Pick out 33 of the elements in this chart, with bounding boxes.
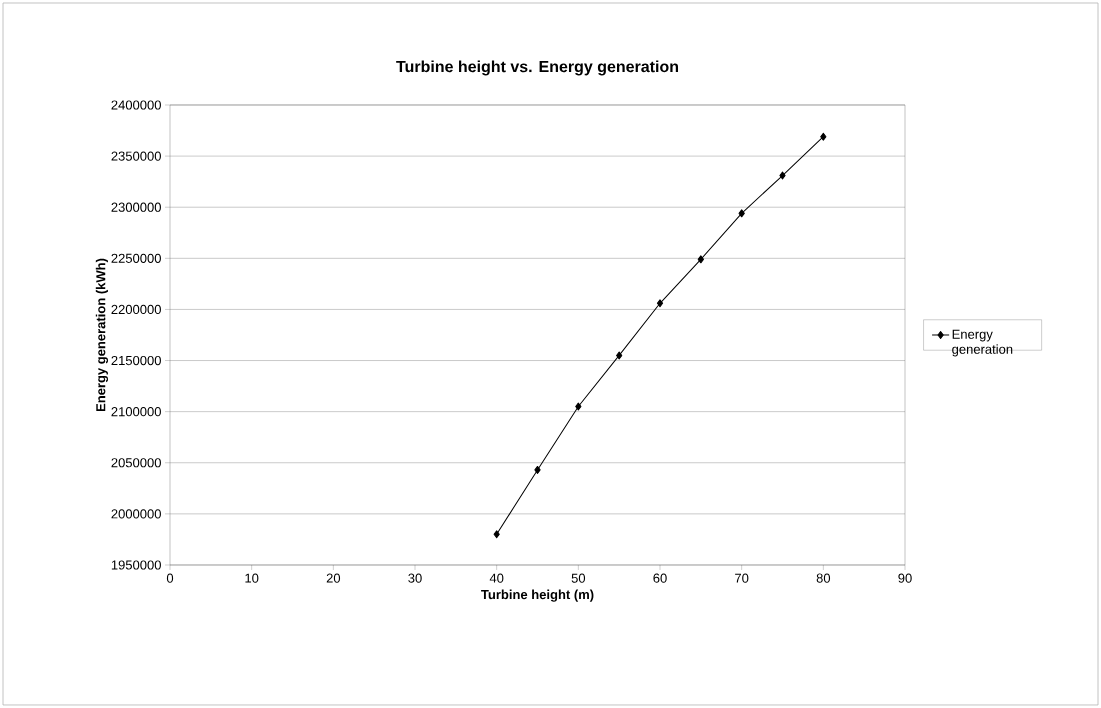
x-tick-label: 80 [816, 573, 831, 583]
point [738, 209, 745, 218]
y-tick-label: 2250000 [111, 253, 161, 263]
y-tick-label: 1950000 [111, 560, 161, 570]
point [575, 402, 582, 411]
x-axis-title: Turbine height (m) [481, 589, 594, 602]
x-tick-label: 20 [326, 573, 341, 583]
x-tick-label: 40 [489, 573, 504, 583]
y-tick-label: 2000000 [111, 509, 161, 519]
x-tick-label: 50 [571, 573, 586, 583]
y-tick-label: 2050000 [111, 458, 161, 468]
point [779, 171, 786, 180]
y-tick-label: 2350000 [111, 151, 161, 161]
x-tick-label: 10 [245, 573, 259, 583]
point [534, 465, 541, 474]
y-tick-label: 2100000 [111, 407, 161, 417]
x-tick-label: 90 [898, 573, 912, 583]
legend-label: Energy generation [952, 329, 1013, 357]
point [493, 530, 500, 539]
point [820, 132, 827, 141]
x-tick-label: 70 [735, 573, 749, 583]
x-tick-label: 30 [408, 573, 422, 583]
point [697, 255, 704, 264]
y-tick-label: 2300000 [111, 202, 161, 212]
y-tick-label: 2150000 [111, 355, 161, 366]
point [656, 299, 664, 308]
chart-title: Turbine height vs. Energy generation [396, 60, 679, 76]
x-tick-label: 0 [166, 573, 174, 583]
point [616, 351, 623, 360]
y-axis-title: Energy generation (kWh) [95, 258, 108, 412]
x-tick-label: 60 [653, 573, 667, 583]
y-tick-label: 2200000 [111, 304, 161, 315]
y-tick-label: 2400000 [111, 100, 161, 110]
